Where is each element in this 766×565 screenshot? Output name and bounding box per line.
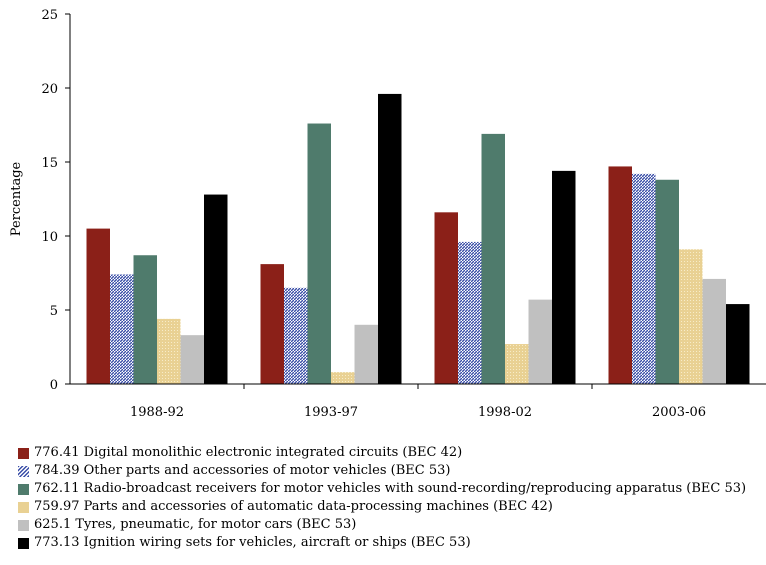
x-axis-ticks: 1988-92 1993-97 1998-02 2003-06 bbox=[130, 384, 706, 420]
bar bbox=[726, 304, 750, 384]
y-tick-label: 15 bbox=[41, 156, 58, 171]
bar bbox=[481, 133, 505, 384]
x-tick-label: 1993-97 bbox=[304, 405, 358, 420]
x-tick-label: 2003-06 bbox=[652, 405, 706, 420]
bar bbox=[331, 372, 355, 384]
y-tick-label: 20 bbox=[41, 82, 58, 97]
bar bbox=[133, 255, 157, 384]
bar bbox=[655, 179, 679, 384]
bar bbox=[86, 228, 110, 384]
bar bbox=[528, 299, 552, 384]
legend-item: 762.11 Radio-broadcast receivers for mot… bbox=[18, 480, 766, 498]
y-tick-label: 5 bbox=[50, 304, 58, 319]
x-tick-label: 1998-02 bbox=[478, 405, 532, 420]
legend-label: 773.13 Ignition wiring sets for vehicles… bbox=[34, 535, 471, 550]
bar bbox=[679, 249, 703, 384]
bar bbox=[110, 274, 134, 384]
legend-label: 625.1 Tyres, pneumatic, for motor cars (… bbox=[34, 517, 357, 532]
legend-swatch bbox=[18, 483, 29, 495]
legend-swatch bbox=[18, 465, 29, 477]
bar bbox=[434, 212, 458, 384]
legend: 776.41 Digital monolithic electronic int… bbox=[18, 444, 766, 552]
bar bbox=[180, 335, 204, 384]
legend-label: 762.11 Radio-broadcast receivers for mot… bbox=[34, 481, 747, 496]
legend-item: 773.13 Ignition wiring sets for vehicles… bbox=[18, 534, 766, 552]
y-axis-title: Percentage bbox=[9, 161, 24, 236]
bar bbox=[284, 287, 308, 384]
legend-swatch bbox=[18, 447, 29, 459]
bars-group bbox=[86, 93, 750, 385]
bar bbox=[204, 194, 228, 384]
bar bbox=[505, 344, 529, 384]
bar bbox=[354, 324, 378, 384]
legend-item: 784.39 Other parts and accessories of mo… bbox=[18, 462, 766, 480]
bar bbox=[260, 264, 284, 384]
legend-label: 784.39 Other parts and accessories of mo… bbox=[34, 463, 451, 478]
x-tick-label: 1988-92 bbox=[130, 405, 184, 420]
bar bbox=[157, 318, 181, 384]
bar bbox=[378, 93, 402, 385]
bar bbox=[702, 278, 726, 384]
legend-item: 759.97 Parts and accessories of automati… bbox=[18, 498, 766, 516]
bar bbox=[552, 170, 576, 384]
legend-swatch bbox=[18, 501, 29, 513]
bar bbox=[307, 123, 331, 385]
legend-item: 776.41 Digital monolithic electronic int… bbox=[18, 444, 766, 462]
legend-label: 776.41 Digital monolithic electronic int… bbox=[34, 445, 463, 460]
y-tick-label: 0 bbox=[50, 378, 58, 393]
bar bbox=[632, 173, 656, 384]
y-axis-ticks: 0 5 10 15 20 25 bbox=[41, 8, 70, 393]
legend-label: 759.97 Parts and accessories of automati… bbox=[34, 499, 553, 514]
bar bbox=[458, 241, 482, 384]
y-tick-label: 10 bbox=[41, 230, 58, 245]
y-tick-label: 25 bbox=[41, 8, 58, 23]
legend-swatch bbox=[18, 519, 29, 531]
legend-item: 625.1 Tyres, pneumatic, for motor cars (… bbox=[18, 516, 766, 534]
legend-swatch bbox=[18, 537, 29, 549]
bar bbox=[608, 166, 632, 384]
